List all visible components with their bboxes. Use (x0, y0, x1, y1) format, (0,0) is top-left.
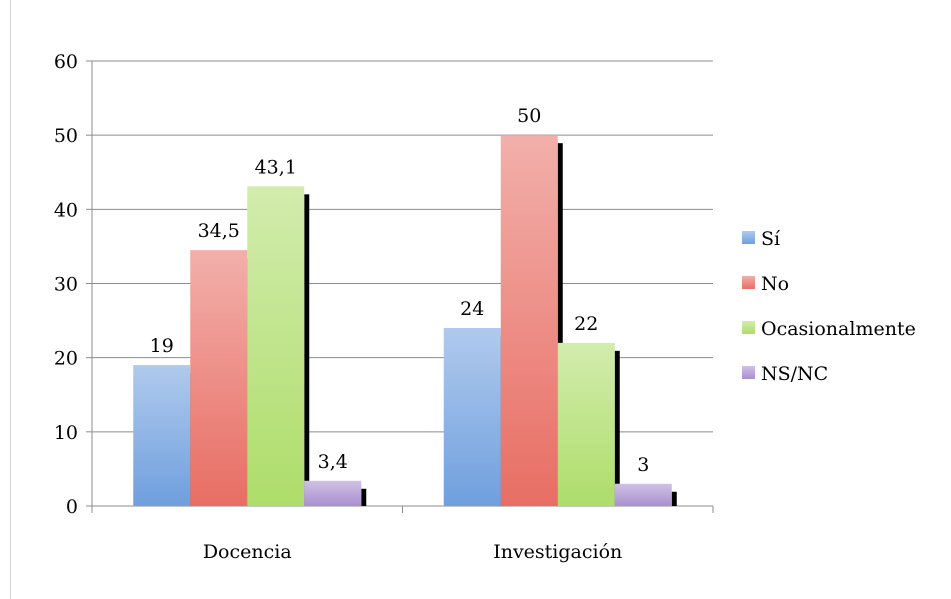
legend-label: Sí (761, 228, 781, 250)
legend-swatch (742, 231, 755, 244)
legend-label: No (761, 273, 789, 295)
legend-label: Ocasionalmente (761, 318, 916, 340)
y-tick-label: 30 (54, 274, 78, 296)
data-label: 34,5 (198, 220, 240, 242)
bar-no-0 (190, 250, 248, 506)
y-tick-label: 60 (54, 51, 78, 73)
data-label: 22 (574, 313, 598, 335)
legend-swatch (742, 321, 755, 334)
bar-shadow (671, 491, 677, 506)
y-tick-label: 40 (54, 199, 78, 221)
bar-shadow (557, 143, 563, 506)
category-label: Docencia (203, 541, 292, 563)
bar-s--0 (133, 365, 191, 506)
y-tick-label: 50 (54, 125, 78, 147)
data-labels: 19 34,5 43,1 3,4 24 50 22 3 (150, 105, 650, 476)
bar-shadow (361, 488, 367, 506)
y-tick-label: 20 (54, 348, 78, 370)
bar-ns-nc-1 (614, 483, 672, 506)
left-border (10, 0, 11, 599)
bar-shadow (304, 194, 310, 506)
data-label: 3,4 (318, 451, 348, 473)
bar-s--1 (443, 328, 501, 506)
bar-shadow (614, 350, 620, 506)
legend-swatch (742, 276, 755, 289)
legend-swatch (742, 366, 755, 379)
legend: Sí No Ocasionalmente NS/NC (742, 228, 916, 385)
y-tick-label: 10 (54, 422, 78, 444)
data-label: 24 (460, 298, 484, 320)
category-label: Investigación (493, 541, 622, 563)
bar-ns-nc-0 (304, 480, 362, 506)
legend-label: NS/NC (761, 363, 828, 385)
bars (133, 135, 677, 506)
data-label: 43,1 (255, 156, 297, 178)
data-label: 3 (637, 454, 649, 476)
data-label: 50 (517, 105, 541, 127)
bar-ocasionalmente-1 (557, 342, 615, 506)
y-tick-label: 0 (66, 496, 78, 518)
bar-no-1 (500, 135, 558, 506)
bar-ocasionalmente-0 (247, 186, 305, 506)
data-label: 19 (150, 335, 174, 357)
